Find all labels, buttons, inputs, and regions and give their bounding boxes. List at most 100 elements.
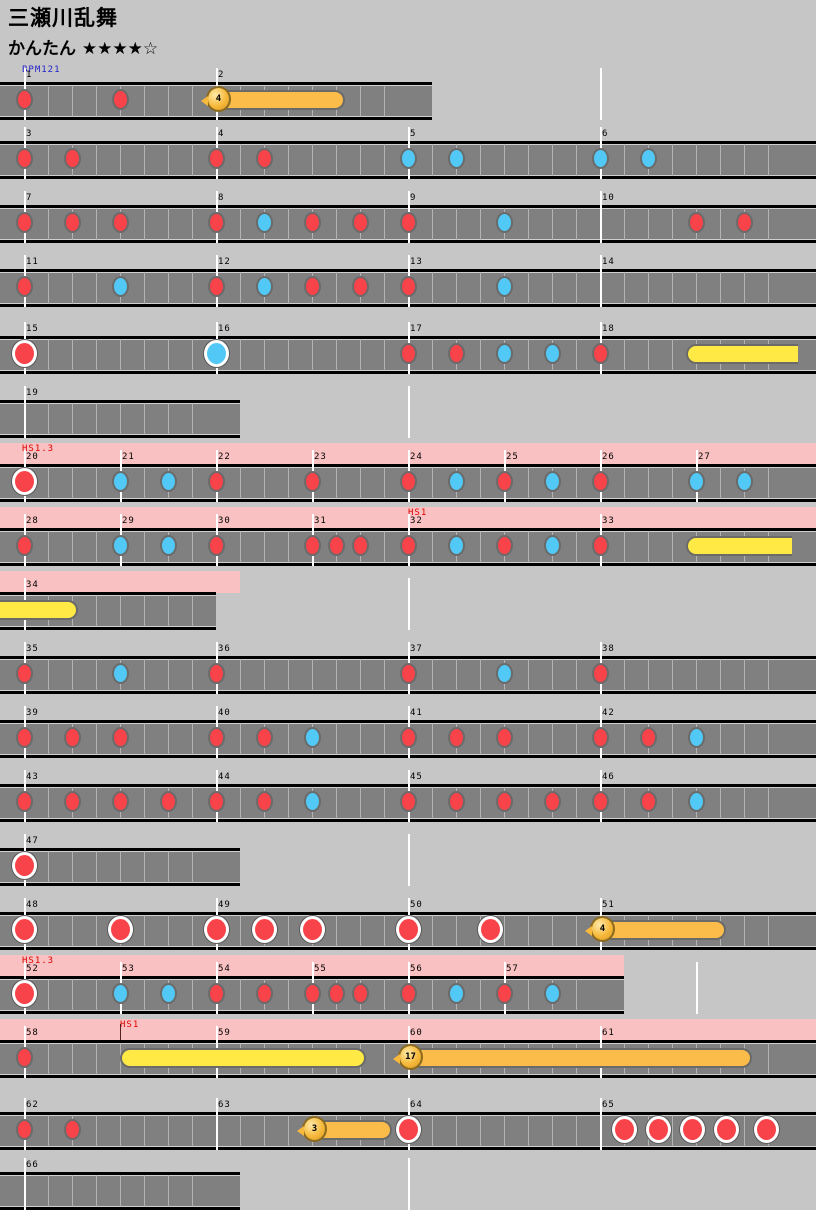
don-note[interactable] (256, 983, 273, 1004)
don-big-note[interactable] (12, 980, 37, 1007)
ka-note[interactable] (592, 148, 609, 169)
don-big-note[interactable] (12, 468, 37, 495)
don-note[interactable] (16, 212, 33, 233)
don-note[interactable] (400, 343, 417, 364)
don-note[interactable] (256, 148, 273, 169)
don-big-note[interactable] (108, 916, 133, 943)
don-note[interactable] (112, 791, 129, 812)
don-note[interactable] (592, 791, 609, 812)
don-big-note[interactable] (252, 916, 277, 943)
don-note[interactable] (448, 343, 465, 364)
ka-note[interactable] (688, 727, 705, 748)
don-note[interactable] (16, 1119, 33, 1140)
don-big-note[interactable] (754, 1116, 779, 1143)
don-note[interactable] (304, 983, 321, 1004)
ka-note[interactable] (400, 148, 417, 169)
ka-note[interactable] (496, 212, 513, 233)
don-note[interactable] (448, 727, 465, 748)
don-note[interactable] (400, 471, 417, 492)
don-note[interactable] (592, 343, 609, 364)
drumroll-note[interactable] (686, 344, 798, 364)
don-note[interactable] (208, 535, 225, 556)
don-note[interactable] (400, 727, 417, 748)
don-note[interactable] (304, 535, 321, 556)
don-note[interactable] (328, 983, 345, 1004)
don-note[interactable] (592, 535, 609, 556)
ka-note[interactable] (256, 276, 273, 297)
don-note[interactable] (16, 89, 33, 110)
don-note[interactable] (496, 471, 513, 492)
drumroll-note[interactable] (0, 600, 78, 620)
don-note[interactable] (640, 791, 657, 812)
drumroll-note[interactable] (686, 536, 792, 556)
ka-note[interactable] (112, 471, 129, 492)
balloon-head-icon[interactable]: 4 (201, 86, 231, 112)
don-note[interactable] (304, 471, 321, 492)
ka-note[interactable] (448, 148, 465, 169)
don-note[interactable] (592, 727, 609, 748)
drumroll-note[interactable] (120, 1048, 366, 1068)
ka-note[interactable] (112, 663, 129, 684)
don-note[interactable] (208, 727, 225, 748)
ka-big-note[interactable] (204, 340, 229, 367)
don-note[interactable] (328, 535, 345, 556)
don-note[interactable] (160, 791, 177, 812)
don-note[interactable] (544, 791, 561, 812)
ka-note[interactable] (160, 471, 177, 492)
balloon-head-icon[interactable]: 17 (393, 1044, 423, 1070)
don-note[interactable] (688, 212, 705, 233)
don-note[interactable] (64, 212, 81, 233)
don-note[interactable] (208, 663, 225, 684)
ka-note[interactable] (496, 276, 513, 297)
don-note[interactable] (592, 471, 609, 492)
ka-note[interactable] (448, 983, 465, 1004)
don-big-note[interactable] (612, 1116, 637, 1143)
balloon-roll-note[interactable] (600, 920, 726, 940)
don-note[interactable] (640, 727, 657, 748)
ka-note[interactable] (160, 535, 177, 556)
don-note[interactable] (304, 276, 321, 297)
don-note[interactable] (448, 791, 465, 812)
don-note[interactable] (592, 663, 609, 684)
don-big-note[interactable] (12, 340, 37, 367)
don-big-note[interactable] (714, 1116, 739, 1143)
don-note[interactable] (16, 276, 33, 297)
ka-note[interactable] (544, 983, 561, 1004)
ka-note[interactable] (640, 148, 657, 169)
don-note[interactable] (496, 535, 513, 556)
balloon-roll-note[interactable] (408, 1048, 752, 1068)
don-note[interactable] (64, 791, 81, 812)
don-note[interactable] (208, 148, 225, 169)
don-note[interactable] (400, 663, 417, 684)
don-big-note[interactable] (396, 916, 421, 943)
don-note[interactable] (352, 276, 369, 297)
don-note[interactable] (352, 535, 369, 556)
don-note[interactable] (208, 471, 225, 492)
don-note[interactable] (208, 791, 225, 812)
don-note[interactable] (352, 212, 369, 233)
balloon-head-icon[interactable]: 3 (297, 1116, 327, 1142)
ka-note[interactable] (160, 983, 177, 1004)
don-note[interactable] (112, 727, 129, 748)
ka-note[interactable] (304, 791, 321, 812)
don-note[interactable] (400, 791, 417, 812)
don-big-note[interactable] (204, 916, 229, 943)
don-note[interactable] (16, 663, 33, 684)
ka-note[interactable] (688, 791, 705, 812)
don-note[interactable] (208, 983, 225, 1004)
ka-note[interactable] (496, 343, 513, 364)
don-big-note[interactable] (680, 1116, 705, 1143)
don-note[interactable] (736, 212, 753, 233)
ka-note[interactable] (256, 212, 273, 233)
don-note[interactable] (16, 727, 33, 748)
ka-note[interactable] (112, 983, 129, 1004)
don-note[interactable] (496, 791, 513, 812)
ka-note[interactable] (496, 663, 513, 684)
don-note[interactable] (496, 983, 513, 1004)
don-note[interactable] (112, 212, 129, 233)
don-note[interactable] (16, 791, 33, 812)
ka-note[interactable] (304, 727, 321, 748)
ka-note[interactable] (544, 535, 561, 556)
don-note[interactable] (64, 727, 81, 748)
don-big-note[interactable] (300, 916, 325, 943)
